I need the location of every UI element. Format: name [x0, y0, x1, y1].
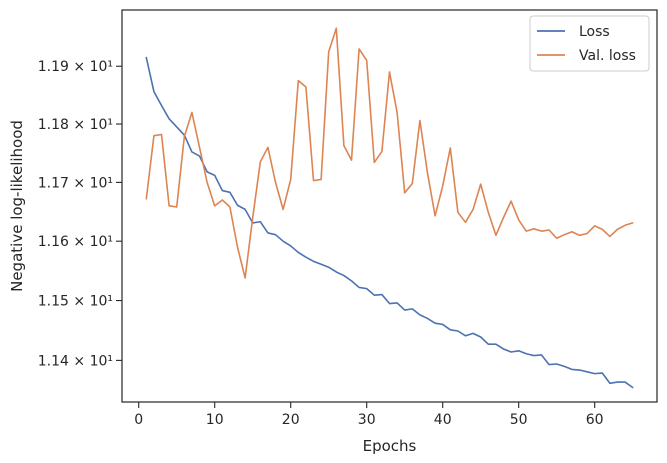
y-tick-label: 1.17 × 10¹	[38, 175, 113, 191]
x-tick-label: 50	[510, 412, 528, 428]
series-line-loss	[145, 56, 634, 389]
y-tick-label: 1.15 × 10¹	[38, 294, 113, 310]
y-tick-label: 1.18 × 10¹	[38, 117, 113, 133]
y-axis: 1.14 × 10¹ 1.15 × 10¹ 1.16 × 10¹ 1.17 × 10¹…	[38, 59, 122, 369]
legend-box	[529, 15, 650, 72]
x-tick-label: 40	[434, 412, 452, 428]
x-axis: 0 10 20 30 40 50 60	[134, 402, 604, 428]
y-tick-label: 1.14 × 10¹	[38, 353, 113, 369]
plot-frame	[121, 9, 658, 403]
legend-label-val-loss: Val. loss	[579, 48, 636, 64]
series-line-val-loss	[145, 27, 634, 279]
x-tick-label: 10	[206, 412, 224, 428]
legend: Loss Val. loss	[529, 15, 650, 72]
y-axis-label: Negative log-likelihood	[8, 120, 26, 292]
y-tick-label: 1.16 × 10¹	[38, 234, 113, 250]
x-tick-label: 30	[358, 412, 376, 428]
x-tick-label: 60	[586, 412, 604, 428]
legend-label-loss: Loss	[579, 24, 610, 40]
x-tick-label: 20	[282, 412, 300, 428]
x-tick-label: 0	[134, 412, 143, 428]
x-axis-label: Epochs	[363, 437, 417, 455]
y-tick-label: 1.19 × 10¹	[38, 59, 113, 75]
series-layer	[145, 27, 634, 389]
